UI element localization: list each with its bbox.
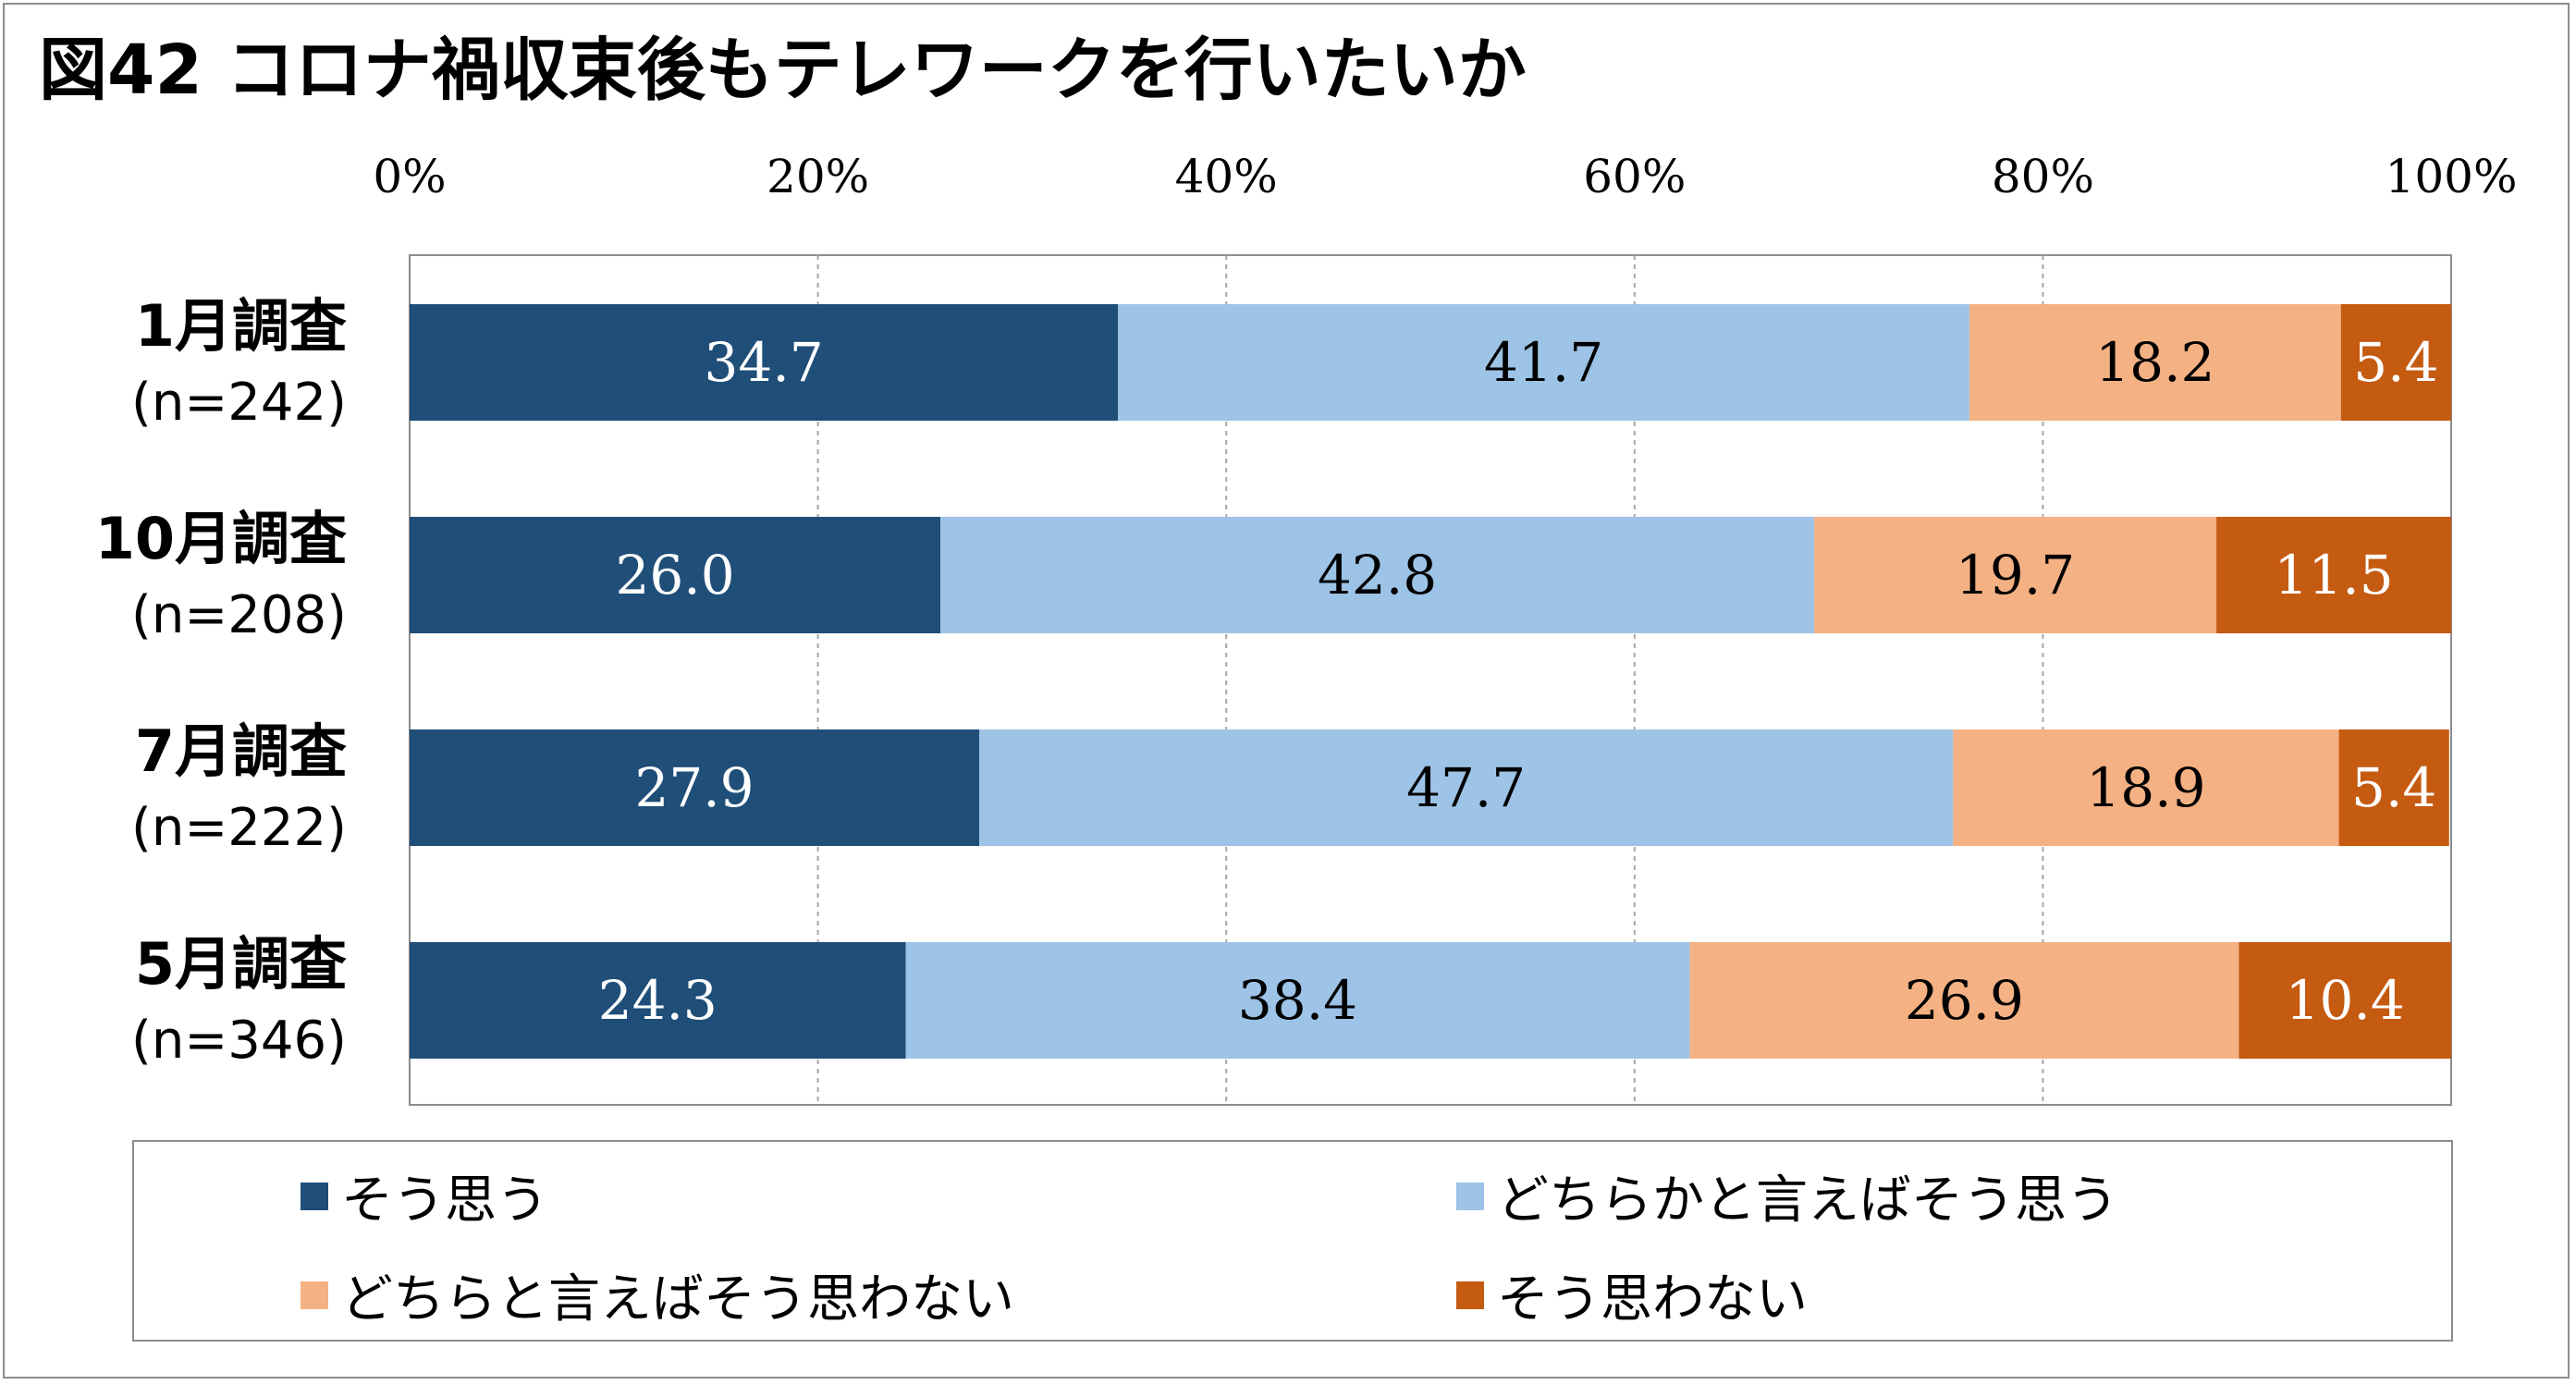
data-label: 11.5 bbox=[2274, 544, 2393, 607]
legend-item: どちらかと言えばそう思う bbox=[1456, 1158, 2118, 1233]
data-label: 26.0 bbox=[615, 544, 734, 607]
bar-segment bbox=[1814, 517, 2217, 633]
x-tick-label: 40% bbox=[1175, 150, 1278, 203]
x-tick-label: 80% bbox=[1992, 150, 2094, 203]
bar-segment bbox=[2216, 517, 2451, 633]
data-label: 34.7 bbox=[705, 331, 824, 394]
category-sample-size: (n=346) bbox=[131, 1011, 347, 1071]
legend-swatch bbox=[1456, 1182, 1484, 1210]
bar-segment bbox=[410, 729, 980, 846]
data-label: 5.4 bbox=[2353, 331, 2438, 394]
data-label: 18.9 bbox=[2086, 756, 2205, 819]
category-label: 10月調査 bbox=[95, 505, 347, 572]
legend-item: そう思わない bbox=[1456, 1257, 1808, 1332]
data-label: 10.4 bbox=[2286, 969, 2405, 1032]
legend-label: そう思わない bbox=[1497, 1269, 1808, 1330]
data-label: 24.3 bbox=[598, 969, 718, 1032]
bar-segment bbox=[410, 304, 1119, 421]
bar-segment bbox=[1118, 304, 1969, 421]
x-tick-label: 0% bbox=[373, 150, 446, 203]
category-sample-size: (n=242) bbox=[131, 373, 347, 433]
category-label: 1月調査 bbox=[135, 292, 347, 360]
data-label: 42.8 bbox=[1318, 544, 1437, 607]
x-tick-label: 100% bbox=[2386, 150, 2518, 203]
bar-segment bbox=[2338, 729, 2449, 846]
legend-swatch bbox=[1456, 1281, 1484, 1309]
legend-swatch bbox=[301, 1281, 328, 1309]
data-label: 26.9 bbox=[1905, 969, 2024, 1032]
bar-segment bbox=[2340, 304, 2451, 421]
legend-label: どちらと言えばそう思わない bbox=[341, 1269, 1014, 1330]
bar-segment bbox=[410, 942, 906, 1059]
chart-plot: 0% 20% 40% 60% 80% 100% 34.7 41.7 18.2 5.4 1月調査 (n=… bbox=[95, 150, 2518, 1106]
category-label: 7月調査 bbox=[135, 717, 347, 785]
data-label: 18.2 bbox=[2095, 331, 2214, 394]
legend-item: そう思う bbox=[301, 1158, 548, 1233]
bar-segment bbox=[1953, 729, 2339, 846]
data-label: 47.7 bbox=[1406, 756, 1526, 819]
bar-segment bbox=[410, 517, 941, 633]
chart-legend: そう思う どちらかと言えばそう思うどちらと言えばそう思わない そう思わない bbox=[132, 1140, 2453, 1342]
category-sample-size: (n=222) bbox=[131, 798, 347, 858]
x-tick-label: 20% bbox=[767, 150, 869, 203]
data-label: 5.4 bbox=[2351, 756, 2436, 819]
legend-item: どちらと言えばそう思わない bbox=[301, 1257, 1014, 1332]
bar-segment bbox=[940, 517, 1815, 633]
legend-label: どちらかと言えばそう思う bbox=[1497, 1171, 2118, 1231]
bar-segment bbox=[1689, 942, 2239, 1059]
data-label: 38.4 bbox=[1238, 969, 1357, 1032]
bar-segment bbox=[1969, 304, 2341, 421]
data-label: 41.7 bbox=[1484, 331, 1603, 394]
bar-segment bbox=[2239, 942, 2451, 1059]
category-label: 5月調査 bbox=[135, 930, 347, 998]
chart-title: 図42 コロナ禍収束後もテレワークを行いたいか bbox=[39, 31, 1527, 110]
data-label: 27.9 bbox=[634, 756, 754, 819]
bar-segment bbox=[979, 729, 1954, 846]
data-label: 19.7 bbox=[1956, 544, 2075, 607]
category-sample-size: (n=208) bbox=[131, 585, 347, 645]
legend-label: そう思う bbox=[341, 1171, 548, 1231]
bar-segment bbox=[905, 942, 1690, 1059]
legend-swatch bbox=[301, 1182, 328, 1210]
x-tick-label: 60% bbox=[1583, 150, 1686, 203]
